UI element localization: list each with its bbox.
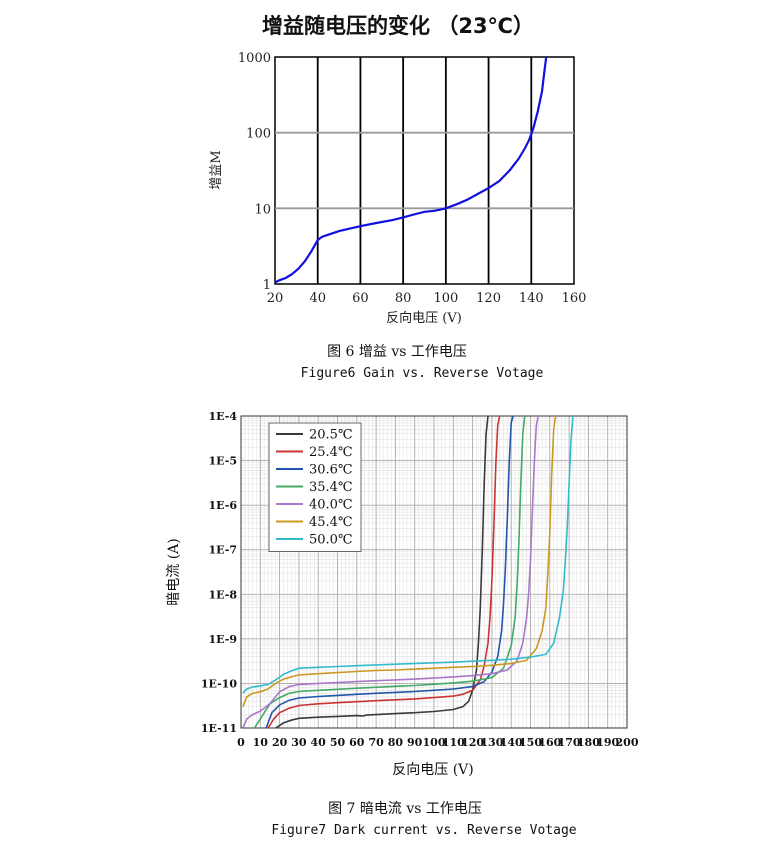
legend-entry: 35.4℃ — [309, 480, 353, 495]
dark-current-y-tick-label: 1E-11 — [201, 722, 237, 735]
gain-y-tick-label: 10 — [254, 202, 271, 217]
dark-current-x-tick-label: 100 — [423, 736, 446, 749]
dark-current-series-line-0 — [275, 415, 489, 729]
dark-current-series-line-4 — [242, 415, 539, 729]
dark-current-series-line-3 — [253, 415, 526, 729]
dark-current-x-tick-label: 70 — [368, 736, 384, 749]
legend-entry: 20.5℃ — [309, 428, 353, 443]
dark-current-plot-frame — [240, 415, 628, 729]
dark-current-x-tick-label: 160 — [538, 736, 561, 749]
gain-chart: 增益随电压的变化 （23℃） 20 40 60 80 100 120 140 160 1101… — [209, 14, 586, 381]
figure6-caption-cn: 图 6 增益 vs 工作电压 — [327, 344, 467, 360]
dark-current-y-tick-label: 1E-9 — [209, 633, 237, 646]
dark-current-y-ticks: 1E-11 1E-10 1E-9 1E-8 1E-7 1E-6 1E-5 1E-4 — [201, 410, 237, 735]
dark-current-y-axis-label: 暗电流 (A) — [166, 538, 182, 605]
figure6-caption-en: Figure6 Gain vs. Reverse Votage — [301, 366, 544, 381]
gain-y-tick-label: 100 — [246, 127, 271, 142]
dark-current-y-tick-label: 1E-7 — [209, 544, 237, 557]
dark-current-x-tick-label: 110 — [442, 736, 465, 749]
legend-entry: 40.0℃ — [309, 498, 353, 513]
dark-current-y-tick-label: 1E-10 — [201, 677, 237, 690]
dark-current-x-tick-label: 50 — [330, 736, 346, 749]
gain-x-tick-label: 100 — [433, 291, 458, 306]
gain-chart-title: 增益随电压的变化 （23℃） — [262, 14, 534, 38]
dark-current-y-tick-label: 1E-4 — [209, 410, 238, 423]
gain-y-ticks: 1 10 100 1000 — [238, 51, 271, 293]
dark-current-x-ticks: 0 10 20 30 40 50 60 70 80 90 100110120130140150160… — [237, 736, 639, 749]
dark-current-series-line-6 — [242, 415, 574, 694]
dark-current-x-tick-label: 180 — [577, 736, 600, 749]
dark-current-x-tick-label: 0 — [237, 736, 245, 749]
legend-entry: 50.0℃ — [309, 533, 353, 548]
dark-current-series — [242, 415, 574, 729]
dark-current-x-tick-label: 200 — [616, 736, 639, 749]
gain-x-tick-label: 40 — [309, 291, 326, 306]
dark-current-series-line-5 — [242, 415, 557, 707]
gain-grid — [275, 57, 574, 284]
dark-current-x-tick-label: 170 — [558, 736, 581, 749]
dark-current-x-tick-label: 90 — [407, 736, 423, 749]
dark-current-x-tick-label: 10 — [253, 736, 269, 749]
dark-current-x-tick-label: 40 — [311, 736, 327, 749]
gain-x-axis-label: 反向电压 (V) — [386, 310, 462, 326]
dark-current-x-tick-label: 80 — [388, 736, 404, 749]
gain-x-tick-label: 120 — [476, 291, 501, 306]
gain-y-tick-label: 1000 — [238, 51, 271, 66]
dark-current-y-tick-label: 1E-8 — [209, 588, 238, 601]
legend-entry: 25.4℃ — [309, 445, 353, 460]
gain-x-tick-label: 140 — [519, 291, 544, 306]
gain-x-tick-label: 20 — [267, 291, 284, 306]
dark-current-series-line-1 — [267, 415, 501, 729]
dark-current-series-line-2 — [265, 415, 514, 729]
dark-current-x-tick-label: 150 — [519, 736, 542, 749]
dark-current-x-tick-label: 120 — [461, 736, 484, 749]
gain-y-axis-label: 增益M — [209, 150, 224, 189]
dark-current-y-tick-label: 1E-5 — [209, 455, 237, 468]
legend-entry: 30.6℃ — [309, 463, 353, 478]
gain-plot-area — [274, 56, 575, 285]
gain-x-tick-label: 60 — [352, 291, 369, 306]
gain-x-tick-label: 160 — [562, 291, 587, 306]
dark-current-legend: 20.5℃ 25.4℃ 30.6℃ 35.4℃ 40.0℃ 45.4℃ 50.0℃ — [268, 422, 362, 552]
dark-current-x-tick-label: 140 — [500, 736, 523, 749]
legend-entry: 45.4℃ — [309, 515, 353, 530]
gain-y-tick-label: 1 — [263, 278, 271, 293]
figure7-caption-cn: 图 7 暗电流 vs 工作电压 — [328, 801, 482, 817]
dark-current-x-tick-label: 30 — [291, 736, 307, 749]
dark-current-x-tick-label: 130 — [480, 736, 503, 749]
gain-series-line — [274, 56, 548, 284]
dark-current-x-axis-label: 反向电压 (V) — [392, 762, 473, 778]
dark-current-x-tick-label: 60 — [349, 736, 365, 749]
dark-current-chart: 0 10 20 30 40 50 60 70 80 90 100110120130140150160… — [166, 410, 639, 838]
figure7-caption-en: Figure7 Dark current vs. Reverse Votage — [271, 823, 576, 838]
dark-current-x-tick-label: 20 — [272, 736, 288, 749]
dark-current-x-tick-label: 190 — [596, 736, 619, 749]
gain-x-tick-label: 80 — [395, 291, 412, 306]
dark-current-y-tick-label: 1E-6 — [209, 499, 238, 512]
gain-x-ticks: 20 40 60 80 100 120 140 160 — [267, 291, 587, 306]
